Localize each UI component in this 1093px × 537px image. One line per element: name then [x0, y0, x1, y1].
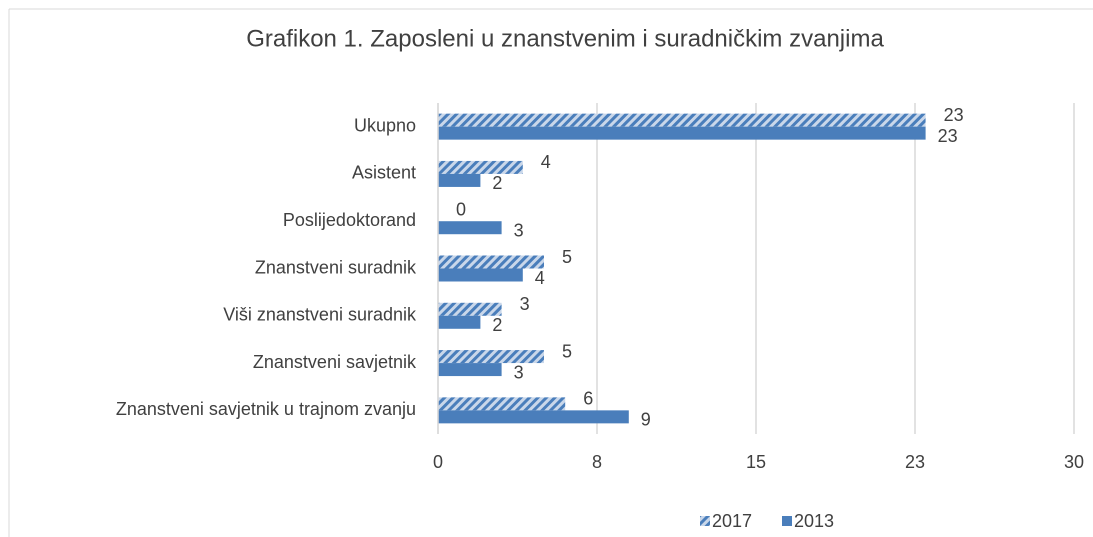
- bar: [438, 126, 926, 140]
- bar: [438, 302, 502, 316]
- bar: [438, 315, 481, 329]
- bar: [438, 397, 566, 411]
- x-tick-label: 8: [592, 452, 602, 472]
- x-tick-label: 15: [746, 452, 766, 472]
- data-label: 3: [514, 220, 524, 240]
- x-tick-label: 0: [433, 452, 443, 472]
- y-tick-label: Znanstveni suradnik: [255, 257, 417, 277]
- data-label: 23: [944, 105, 964, 125]
- legend-swatch: [700, 516, 710, 526]
- data-label: 0: [456, 199, 466, 219]
- data-label: 3: [514, 362, 524, 382]
- y-tick-label: Viši znanstveni suradnik: [223, 305, 417, 325]
- y-tick-label: Znanstveni savjetnik: [253, 352, 417, 372]
- data-label: 2: [492, 173, 502, 193]
- data-label: 3: [520, 294, 530, 314]
- x-tick-label: 30: [1064, 452, 1084, 472]
- y-tick-label: Asistent: [352, 163, 416, 183]
- legend-swatch: [782, 516, 792, 526]
- bar: [438, 160, 523, 174]
- data-label: 23: [938, 126, 958, 146]
- data-label: 6: [583, 389, 593, 409]
- bar: [438, 173, 481, 187]
- bar: [438, 255, 544, 269]
- x-tick-label: 23: [905, 452, 925, 472]
- data-label: 9: [641, 410, 651, 430]
- y-tick-label: Ukupno: [354, 115, 416, 135]
- bar: [438, 113, 926, 127]
- legend-label: 2013: [794, 511, 834, 531]
- bar: [438, 221, 502, 235]
- legend-label: 2017: [712, 511, 752, 531]
- data-label: 4: [541, 152, 551, 172]
- data-label: 2: [492, 315, 502, 335]
- chart-title: Grafikon 1. Zaposleni u znanstvenim i su…: [246, 25, 884, 52]
- bar: [438, 350, 544, 364]
- bar: [438, 363, 502, 377]
- y-tick-label: Znanstveni savjetnik u trajnom zvanju: [116, 399, 416, 419]
- data-label: 5: [562, 341, 572, 361]
- data-label: 4: [535, 268, 545, 288]
- bar: [438, 268, 523, 282]
- y-tick-label: Poslijedoktorand: [283, 210, 416, 230]
- bar: [438, 410, 629, 424]
- data-label: 5: [562, 247, 572, 267]
